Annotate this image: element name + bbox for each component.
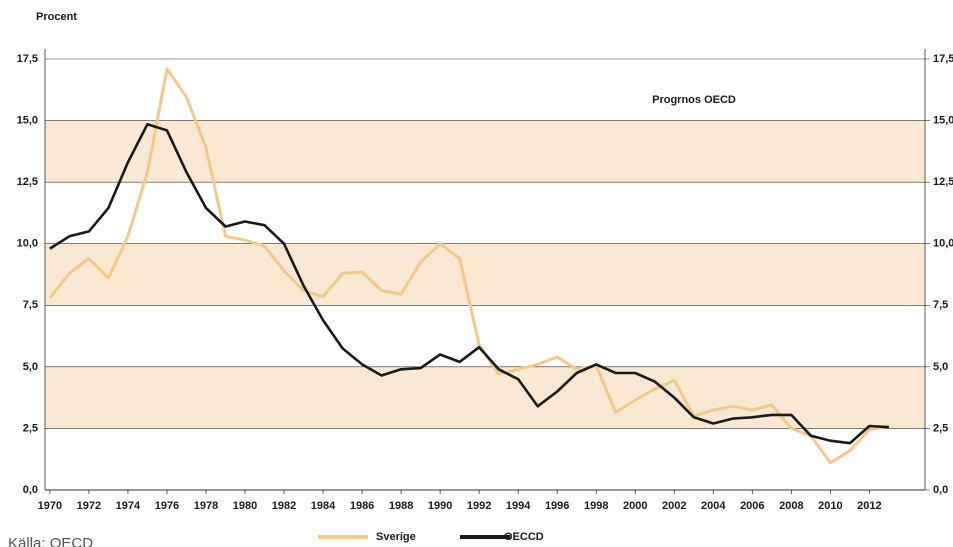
x-tick-label: 1994 (506, 500, 531, 512)
y-tick-label: 15,0 (17, 114, 38, 126)
x-tick-label: 1976 (155, 500, 179, 512)
y-tick-label: 2,5 (23, 422, 38, 434)
x-tick-label: 2008 (779, 500, 803, 512)
shaded-band (45, 120, 925, 183)
x-tick-label: 1980 (233, 500, 257, 512)
y-tick-label: 17,5 (17, 53, 38, 65)
x-tick-label: 1970 (38, 500, 62, 512)
x-tick-label: 1974 (116, 500, 141, 512)
annotation: Progrnos OECD (652, 94, 736, 106)
shaded-band (45, 366, 925, 429)
y-tick-label: 0,0 (23, 484, 38, 496)
y2-tick-label: 7,5 (933, 299, 948, 311)
x-tick-label: 1992 (467, 500, 491, 512)
x-tick-label: 2000 (623, 500, 647, 512)
x-tick-label: 2002 (662, 500, 686, 512)
y-axis-label: Procent (36, 11, 77, 23)
x-tick-label: 1984 (311, 500, 336, 512)
x-tick-label: 2012 (857, 500, 881, 512)
x-tick-label: 1982 (272, 500, 296, 512)
y-tick-label: 10,0 (17, 238, 38, 250)
x-tick-label: 1986 (350, 500, 374, 512)
legend-label: OECCD (504, 531, 544, 543)
x-tick-label: 1988 (389, 500, 413, 512)
line-series (48, 67, 890, 465)
y2-tick-label: 2,5 (933, 422, 948, 434)
line-series (49, 123, 889, 445)
y2-tick-label: 10,0 (933, 238, 953, 250)
x-tick-label: 1996 (545, 500, 569, 512)
y2-tick-label: 17,5 (933, 53, 953, 65)
y2-tick-label: 15,0 (933, 114, 953, 126)
y-tick-label: 12,5 (17, 176, 38, 188)
shaded-band (45, 243, 925, 306)
source: Källa: OECD (8, 535, 93, 547)
y2-tick-label: 12,5 (933, 176, 953, 188)
x-tick-label: 1972 (77, 500, 101, 512)
y-tick-label: 5,0 (23, 361, 38, 373)
legend-label: Sverige (376, 531, 416, 543)
x-tick-label: 2010 (818, 500, 842, 512)
y2-tick-label: 5,0 (933, 361, 948, 373)
x-tick-label: 1978 (194, 500, 218, 512)
x-tick-label: 2004 (701, 500, 726, 512)
x-tick-label: 1998 (584, 500, 608, 512)
x-tick-label: 2006 (740, 500, 764, 512)
y2-tick-label: 0,0 (933, 484, 948, 496)
x-tick-label: 1990 (428, 500, 452, 512)
y-tick-label: 7,5 (23, 299, 38, 311)
